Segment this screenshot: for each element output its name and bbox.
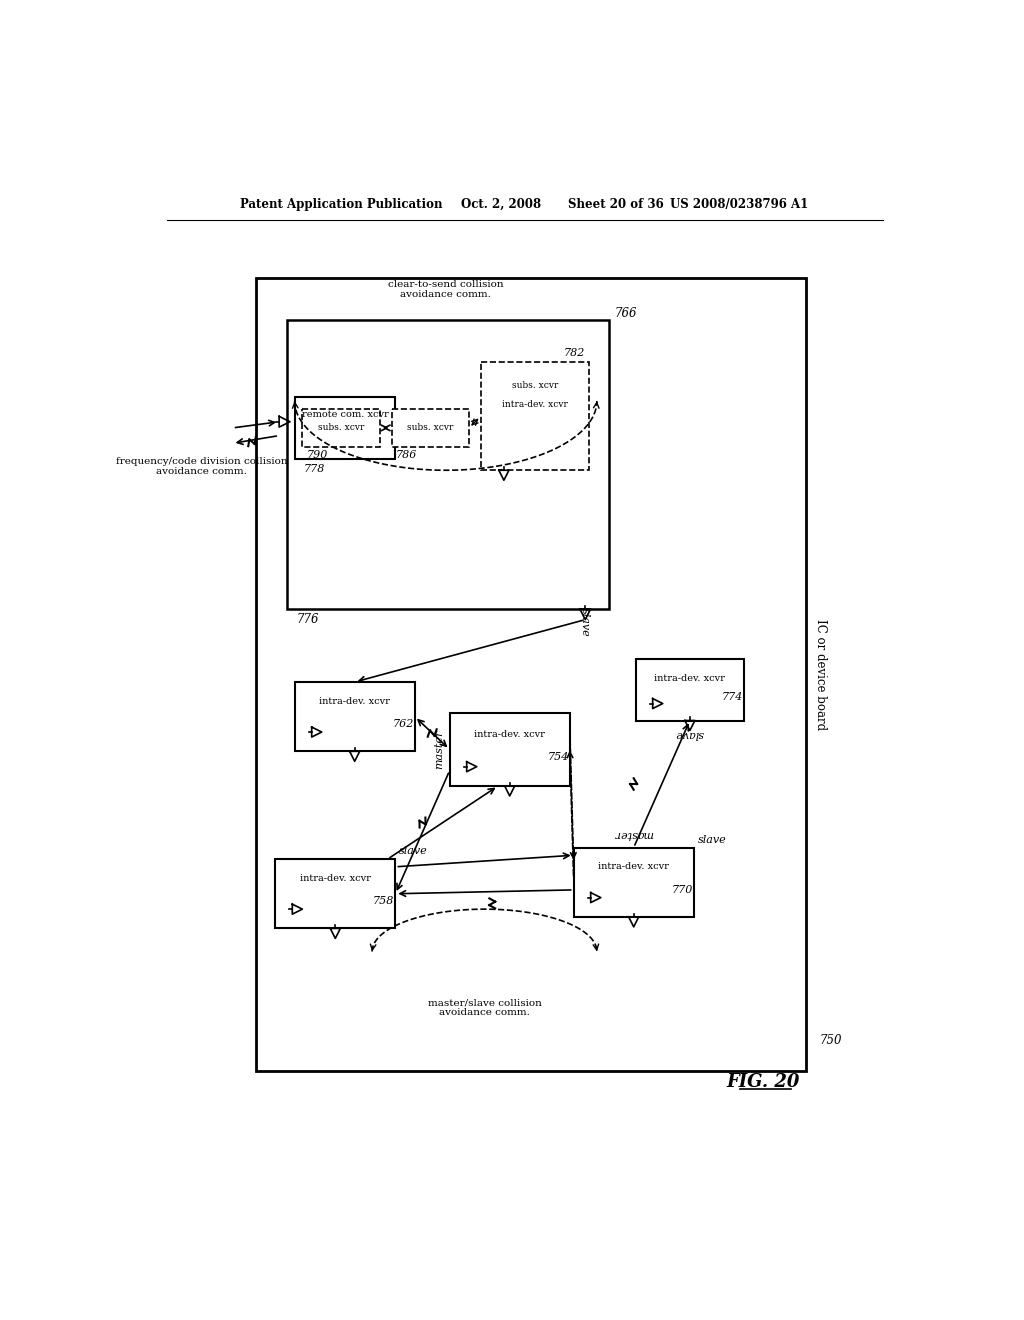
Text: master/slave collision
avoidance comm.: master/slave collision avoidance comm. bbox=[428, 998, 542, 1018]
Bar bbox=[275, 859, 395, 928]
Text: intra-dev. xcvr: intra-dev. xcvr bbox=[319, 697, 390, 706]
Text: master: master bbox=[614, 829, 653, 838]
Text: intra-dev. xcvr: intra-dev. xcvr bbox=[474, 730, 545, 739]
Bar bbox=[256, 277, 806, 1071]
Bar bbox=[302, 409, 380, 447]
Text: intra-dev. xcvr: intra-dev. xcvr bbox=[300, 874, 371, 883]
Text: slave: slave bbox=[676, 730, 705, 739]
Text: US 2008/0238796 A1: US 2008/0238796 A1 bbox=[671, 198, 809, 211]
Text: subs. xcvr: subs. xcvr bbox=[408, 424, 454, 433]
Bar bbox=[295, 682, 415, 751]
Text: FIG. 20: FIG. 20 bbox=[727, 1073, 800, 1092]
Text: 750: 750 bbox=[820, 1034, 843, 1047]
Text: 758: 758 bbox=[373, 896, 394, 907]
Text: remote com. xcvr: remote com. xcvr bbox=[302, 409, 388, 418]
Text: master: master bbox=[434, 730, 443, 770]
Text: 770: 770 bbox=[672, 884, 693, 895]
Text: 786: 786 bbox=[395, 450, 417, 459]
Text: slave: slave bbox=[399, 846, 428, 857]
Text: subs. xcvr: subs. xcvr bbox=[512, 381, 558, 389]
Text: subs. xcvr: subs. xcvr bbox=[317, 424, 365, 433]
Text: Sheet 20 of 36: Sheet 20 of 36 bbox=[568, 198, 664, 211]
Text: 778: 778 bbox=[304, 465, 326, 474]
Bar bbox=[295, 397, 395, 459]
Text: 774: 774 bbox=[722, 693, 743, 702]
Bar bbox=[450, 713, 569, 785]
Text: clear-to-send collision
avoidance comm.: clear-to-send collision avoidance comm. bbox=[388, 280, 504, 300]
Text: Oct. 2, 2008: Oct. 2, 2008 bbox=[461, 198, 542, 211]
Bar bbox=[391, 409, 469, 447]
Bar bbox=[573, 847, 693, 917]
Text: intra-dev. xcvr: intra-dev. xcvr bbox=[598, 862, 669, 871]
Bar bbox=[287, 321, 608, 609]
Text: 782: 782 bbox=[564, 348, 586, 358]
Text: 762: 762 bbox=[392, 719, 414, 730]
Text: slave: slave bbox=[581, 609, 590, 638]
Bar bbox=[480, 363, 589, 470]
Text: 790: 790 bbox=[306, 450, 328, 459]
Text: 766: 766 bbox=[614, 308, 637, 321]
Text: IC or device board: IC or device board bbox=[814, 619, 826, 730]
Text: intra-dev. xcvr: intra-dev. xcvr bbox=[654, 673, 725, 682]
Bar bbox=[636, 659, 744, 721]
Text: 776: 776 bbox=[296, 612, 318, 626]
Text: 754: 754 bbox=[548, 752, 568, 763]
Text: Patent Application Publication: Patent Application Publication bbox=[241, 198, 442, 211]
Text: frequency/code division collision
avoidance comm.: frequency/code division collision avoida… bbox=[116, 457, 288, 477]
Text: intra-dev. xcvr: intra-dev. xcvr bbox=[502, 400, 568, 409]
Text: slave: slave bbox=[697, 834, 726, 845]
